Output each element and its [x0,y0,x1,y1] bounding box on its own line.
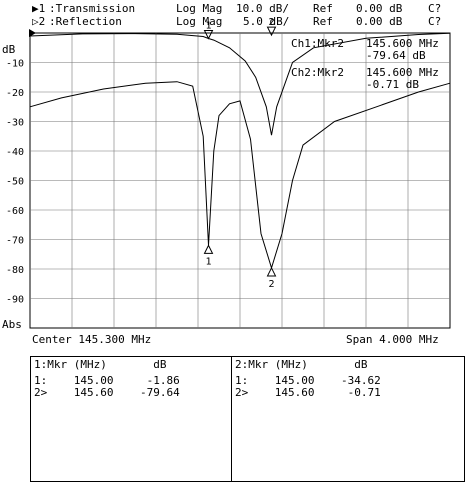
marker-readout-label: Ch2:Mkr2 [291,66,344,79]
trace2-marker: ▷2 [32,15,46,28]
marker-reflection-1: 1 [203,20,214,40]
trace1-flag: C? [428,2,442,15]
marker-id-label: 1 [206,20,212,31]
trace-reflection-line [29,32,451,136]
y-tick-label: -70 [6,236,24,247]
y-tick-label: -50 [6,177,24,188]
marker-table-row: 2> 145.60 -0.71 [235,386,381,399]
plot-y-ticks: -10 -20 -30 -40 -50 -60 -70 -80 -90 [6,59,24,306]
marker-triangle-icon [203,29,214,40]
marker-table-header: 2:Mkr (MHz) dB [235,358,368,371]
marker-readout-label: Ch1:Mkr2 [291,37,344,50]
trace1-ref-value: 0.00 dB [356,2,403,15]
marker-readout-freq: 145.600 MHz [366,37,439,50]
marker-reflection-2: 2 [266,17,277,37]
trace1-marker: ▶1 [32,2,46,15]
marker-id-label: 2 [269,279,275,290]
marker-triangle-icon [266,26,277,37]
trace2-format: Log Mag [176,15,223,28]
center-frequency-label: Center 145.300 MHz [32,333,152,346]
marker-table-ch1: 1:Mkr (MHz) dB 1: 145.00 -1.86 2> 145.60… [30,356,232,482]
y-tick-label: -20 [6,88,24,99]
marker-readout-value: -0.71 dB [366,78,419,91]
marker-id-label: 1 [206,256,212,267]
plot-grid [29,32,451,329]
y-tick-label: -90 [6,295,24,306]
trace1-format: Log Mag [176,2,223,15]
marker-table-row: 2> 145.60 -79.64 [34,386,180,399]
y-tick-label: -30 [6,118,24,129]
y-axis-unit: dB [2,43,16,56]
marker-readout-freq: 145.600 MHz [366,66,439,79]
plot-traces [29,32,451,270]
marker-table-ch2: 2:Mkr (MHz) dB 1: 145.00 -34.62 2> 145.6… [231,356,465,482]
marker-triangle-icon [203,244,214,254]
y-tick-label: -10 [6,59,24,70]
plot-markers: 1 2 1 2 [203,17,277,290]
trace2-flag: C? [428,15,442,28]
marker-table-row: 1: 145.00 -34.62 [235,374,381,387]
marker-table-header: 1:Mkr (MHz) dB [34,358,167,371]
marker-triangle-icon [266,266,277,277]
marker-id-label: 2 [269,17,275,28]
y-tick-label: -80 [6,265,24,276]
trace2-name: :Reflection [49,15,122,28]
marker-transmission-1: 1 [203,244,214,267]
trace-plot: 1 2 1 2 -10 -20 -30 -40 -50 -60 -70 -80 -90 [6,17,451,329]
trace1-name: :Transmission [49,2,136,15]
trace1-scale: 10.0 dB/ [236,2,289,15]
ref-level-pointer-icon [29,29,36,37]
trace2-ref-value: 0.00 dB [356,15,403,28]
marker-transmission-2: 2 [266,266,277,290]
marker-readout-value: -79.64 dB [366,49,426,62]
y-tick-label: -40 [6,147,24,158]
marker-table-row: 1: 145.00 -1.86 [34,374,180,387]
span-label: Span 4.000 MHz [346,333,439,346]
trace2-ref-label: Ref [313,15,333,28]
trace-transmission-line [29,81,451,270]
trace2-scale: 5.0 dB/ [243,15,290,28]
y-axis-bottom-unit: Abs [2,318,22,331]
trace1-ref-label: Ref [313,2,333,15]
y-tick-label: -60 [6,206,24,217]
